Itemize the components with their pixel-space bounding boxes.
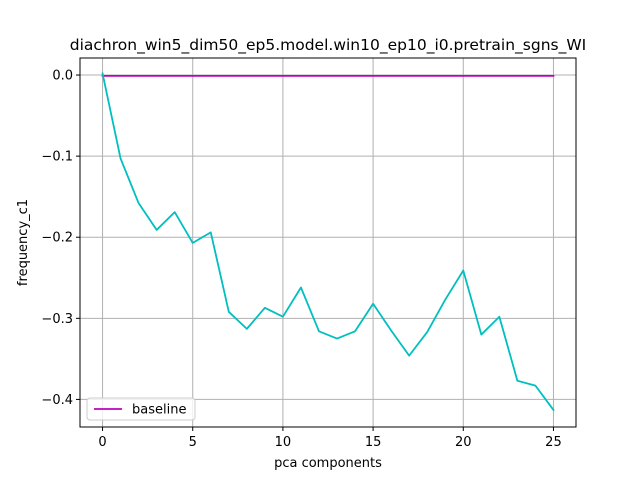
- y-axis-label: frequency_c1: [16, 199, 31, 286]
- y-tick-label: −0.2: [41, 231, 73, 246]
- x-tick-label: 15: [365, 435, 382, 450]
- y-tick-label: −0.4: [41, 393, 73, 408]
- y-tick-label: −0.3: [41, 312, 73, 327]
- chart-title: diachron_win5_dim50_ep5.model.win10_ep10…: [70, 36, 587, 55]
- x-tick-label: 25: [545, 435, 562, 450]
- x-axis-label: pca components: [274, 456, 382, 471]
- x-tick-label: 5: [189, 435, 197, 450]
- legend-label: baseline: [132, 403, 186, 418]
- x-tick-label: 10: [275, 435, 292, 450]
- legend: baseline: [87, 398, 195, 420]
- x-tick-label: 20: [455, 435, 472, 450]
- y-tick-label: 0.0: [52, 69, 73, 84]
- x-tick-label: 0: [98, 435, 106, 450]
- y-tick-label: −0.1: [41, 150, 73, 165]
